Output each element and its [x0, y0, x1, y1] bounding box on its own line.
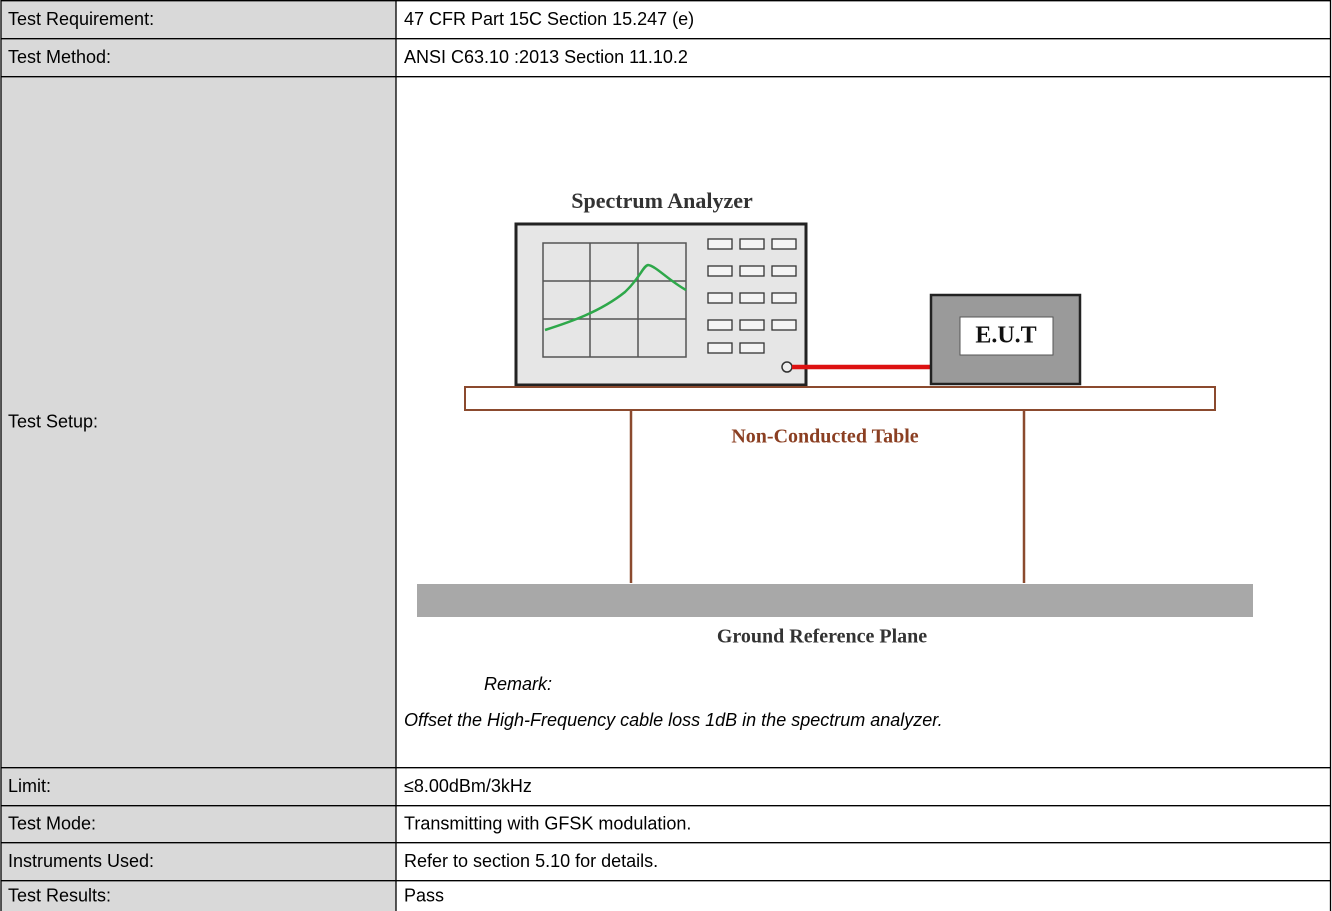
button [707, 292, 733, 304]
row-label: Instruments Used: [8, 851, 154, 871]
row-label: Test Setup: [8, 411, 98, 431]
row-value: Refer to section 5.10 for details. [404, 851, 658, 871]
label-cell [1, 0, 396, 38]
button [739, 265, 765, 277]
analyzer-buttons [707, 238, 797, 354]
button [771, 292, 797, 304]
ground-plane [417, 584, 1253, 617]
table-top [464, 386, 1216, 411]
label-cell [1, 805, 396, 842]
label-cell [1, 76, 396, 767]
spectrum-trace [544, 263, 687, 332]
button [707, 319, 733, 331]
connector [781, 361, 793, 373]
analyzer-label: Spectrum Analyzer [571, 188, 753, 213]
remark-text: Offset the High-Frequency cable loss 1dB… [404, 710, 943, 730]
row-label: Test Method: [8, 47, 111, 67]
row-label: Test Mode: [8, 813, 96, 833]
remark-title: Remark: [484, 674, 552, 694]
row-value: ANSI C63.10 :2013 Section 11.10.2 [404, 47, 688, 67]
label-cell [1, 880, 396, 911]
row-label: Test Results: [8, 885, 111, 905]
button [707, 342, 733, 354]
button [707, 238, 733, 250]
analyzer-screen [542, 242, 687, 358]
label-cell [1, 767, 396, 805]
row-value: Transmitting with GFSK modulation. [404, 813, 691, 833]
eut-label-box [959, 316, 1054, 356]
button [739, 292, 765, 304]
eut-label: E.U.T [975, 323, 1036, 349]
ground-label: Ground Reference Plane [717, 626, 927, 648]
row-label: Limit: [8, 776, 51, 796]
setup-diagram: Spectrum Analyzer E.U.T Non-Conducted Ta… [404, 188, 1253, 730]
analyzer [514, 222, 808, 387]
button [739, 342, 765, 354]
button [739, 238, 765, 250]
row-value: Pass [404, 885, 444, 905]
row-value: ≤8.00dBm/3kHz [404, 776, 532, 796]
label-cell [1, 842, 396, 880]
row-label: Test Requirement: [8, 9, 154, 29]
button [771, 265, 797, 277]
label-cell [1, 38, 396, 76]
row-value: 47 CFR Part 15C Section 15.247 (e) [404, 9, 694, 29]
table-label: Non-Conducted Table [731, 426, 918, 448]
button [771, 238, 797, 250]
button [771, 319, 797, 331]
button [707, 265, 733, 277]
button [739, 319, 765, 331]
